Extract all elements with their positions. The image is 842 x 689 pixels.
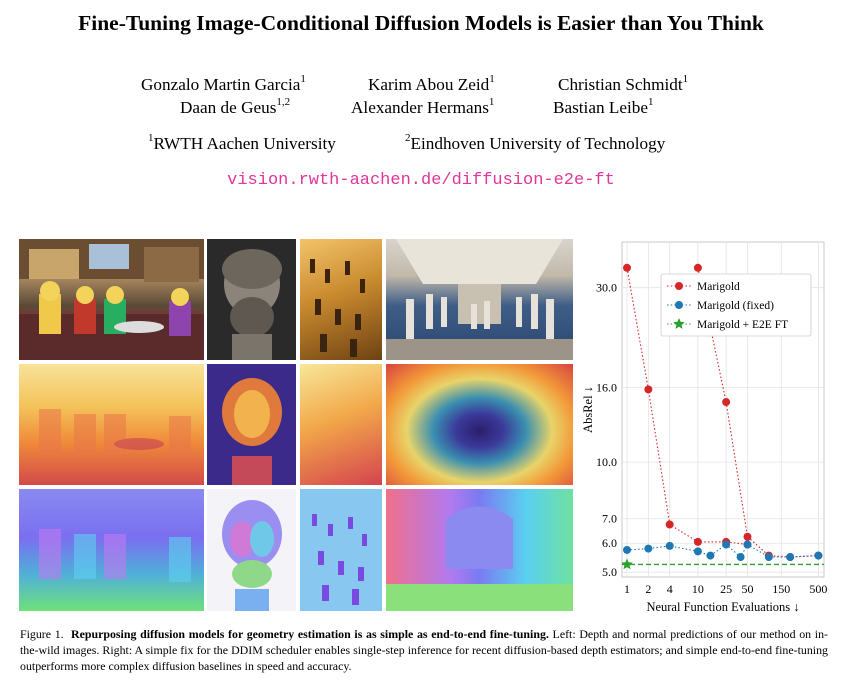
- data-point: [644, 385, 652, 393]
- legend-label: Marigold (fixed): [697, 300, 774, 312]
- data-point: [743, 541, 751, 549]
- data-point: [737, 553, 745, 561]
- x-tick-label: 50: [741, 582, 753, 596]
- data-point: [722, 541, 730, 549]
- project-url[interactable]: vision.rwth-aachen.de/diffusion-e2e-ft: [0, 171, 842, 190]
- author-name: Christian Schmidt1: [558, 75, 688, 95]
- data-point: [694, 264, 702, 272]
- y-tick-label: 7.0: [602, 512, 617, 526]
- x-tick-label: 4: [667, 582, 673, 596]
- legend-marker: [675, 282, 683, 290]
- author-name: Karim Abou Zeid1: [368, 75, 495, 95]
- data-point: [666, 521, 674, 529]
- data-point: [623, 264, 631, 272]
- input-image-lego: [19, 239, 204, 360]
- normal-map-chess: [300, 489, 382, 611]
- input-image-chess: [300, 239, 382, 360]
- author-name: Bastian Leibe1: [553, 98, 653, 118]
- y-tick-label: 30.0: [596, 281, 617, 295]
- x-tick-label: 10: [692, 582, 704, 596]
- figure-caption: Figure 1. Repurposing diffusion models f…: [20, 626, 828, 675]
- y-tick-label: 16.0: [596, 380, 617, 394]
- caption-bold: Repurposing diffusion models for geometr…: [71, 627, 549, 641]
- depth-map-chess: [300, 364, 382, 485]
- normal-map-museum: [386, 489, 573, 611]
- data-point: [694, 538, 702, 546]
- legend-marker: [675, 301, 683, 309]
- paper-title: Fine-Tuning Image-Conditional Diffusion …: [0, 11, 842, 36]
- data-point: [694, 547, 702, 555]
- affiliation: 2Eindhoven University of Technology: [405, 134, 665, 154]
- y-tick-label: 5.0: [602, 565, 617, 579]
- y-tick-label: 10.0: [596, 455, 617, 469]
- data-point: [706, 552, 714, 560]
- y-axis-label: AbsRel ↓: [581, 386, 595, 433]
- data-point: [722, 398, 730, 406]
- data-point: [644, 545, 652, 553]
- y-tick-label: 6.0: [602, 536, 617, 550]
- depth-map-bust: [207, 364, 296, 485]
- input-image-bust: [207, 239, 296, 360]
- x-tick-label: 500: [809, 582, 827, 596]
- caption-label: Figure 1.: [20, 627, 64, 641]
- data-point: [786, 553, 794, 561]
- depth-map-museum: [386, 364, 573, 485]
- data-point: [666, 542, 674, 550]
- depth-map-lego: [19, 364, 204, 485]
- data-point: [814, 552, 822, 560]
- input-image-museum: [386, 239, 573, 360]
- x-tick-label: 1: [624, 582, 630, 596]
- data-point: [623, 546, 631, 554]
- x-axis-label: Neural Function Evaluations ↓: [646, 600, 799, 614]
- author-name: Daan de Geus1,2: [180, 98, 290, 118]
- x-tick-label: 150: [772, 582, 790, 596]
- chart-canvas: 1 2 4 10 25 50 150 500 5.0 6.0 7.0 10.0 16.0 30.0 Neur…: [578, 232, 832, 616]
- x-tick-label: 25: [720, 582, 732, 596]
- x-tick-label: 2: [645, 582, 651, 596]
- normal-map-bust: [207, 489, 296, 611]
- data-point: [743, 533, 751, 541]
- legend-label: Marigold + E2E FT: [697, 319, 788, 331]
- affiliation: 1RWTH Aachen University: [148, 134, 336, 154]
- author-name: Gonzalo Martin Garcia1: [141, 75, 306, 95]
- absrel-vs-nfe-chart: 1 2 4 10 25 50 150 500 5.0 6.0 7.0 10.0 16.0 30.0 Neur…: [578, 232, 832, 616]
- normal-map-lego: [19, 489, 204, 611]
- data-point: [765, 553, 773, 561]
- author-name: Alexander Hermans1: [351, 98, 494, 118]
- legend-label: Marigold: [697, 281, 740, 293]
